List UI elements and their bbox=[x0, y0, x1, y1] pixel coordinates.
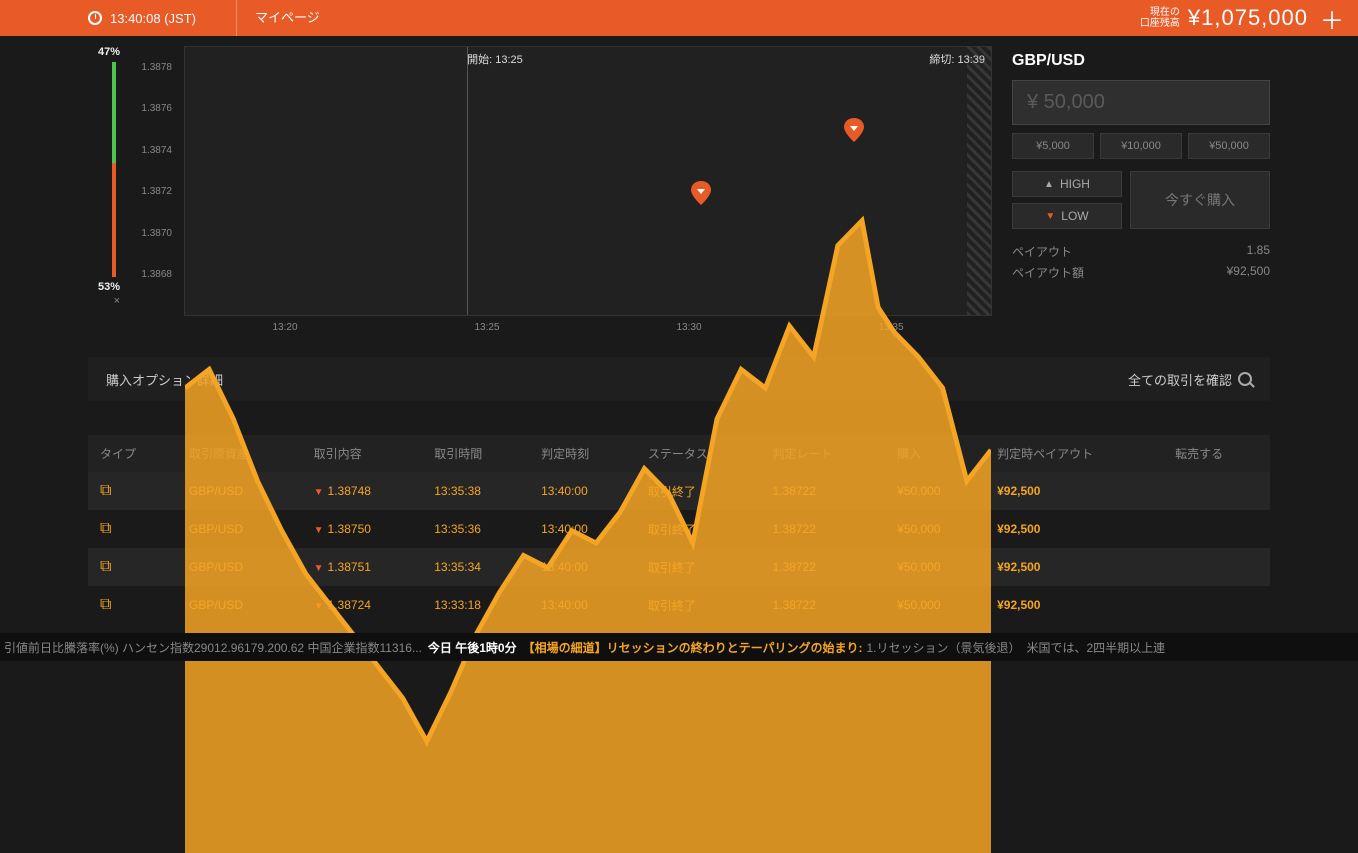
preset-button[interactable]: ¥5,000 bbox=[1012, 133, 1094, 159]
close-sentiment-icon[interactable]: × bbox=[88, 295, 120, 307]
confirm-all-link[interactable]: 全ての取引を確認 bbox=[1128, 370, 1252, 389]
y-tick: 1.3872 bbox=[141, 186, 172, 197]
y-tick: 1.3874 bbox=[141, 145, 172, 156]
trade-marker-icon bbox=[844, 118, 864, 142]
sentiment-bar: 47% 53% × bbox=[88, 46, 120, 307]
type-icon: ⧉ bbox=[88, 472, 177, 510]
type-icon: ⧉ bbox=[88, 510, 177, 548]
preset-button[interactable]: ¥10,000 bbox=[1100, 133, 1182, 159]
y-tick: 1.3876 bbox=[141, 103, 172, 114]
up-percent: 47% bbox=[88, 46, 120, 58]
type-icon: ⧉ bbox=[88, 548, 177, 586]
balance-area: 現在の口座残高 ¥1,075,000 ＋ bbox=[1126, 0, 1358, 36]
y-tick: 1.3870 bbox=[141, 228, 172, 239]
resell-cell bbox=[1163, 548, 1270, 586]
chart-column: 47% 53% × 1.3878 1.3876 1.3874 1.3872 1.3870… bbox=[88, 46, 992, 333]
clock-icon bbox=[88, 11, 102, 25]
preset-button[interactable]: ¥50,000 bbox=[1188, 133, 1270, 159]
ticker-rest: 1.リセッション（景気後退） 米国では、2四半期以上連 bbox=[867, 639, 1166, 656]
resell-cell bbox=[1163, 510, 1270, 548]
ticker-today: 今日 午後1時0分 bbox=[428, 639, 517, 656]
add-funds-icon[interactable]: ＋ bbox=[1320, 1, 1344, 36]
mypage-link[interactable]: マイページ bbox=[236, 0, 320, 36]
sentiment-gauge bbox=[112, 62, 116, 277]
trade-panel: GBP/USD ¥ 50,000 ¥5,000¥10,000¥50,000 ▲ H… bbox=[1012, 46, 1270, 333]
confirm-label: 全ての取引を確認 bbox=[1128, 370, 1232, 389]
price-chart[interactable]: 開始: 13:25 締切: 13:39 bbox=[184, 46, 992, 316]
y-tick: 1.3878 bbox=[141, 62, 172, 73]
area-chart-svg bbox=[185, 47, 991, 853]
high-label: HIGH bbox=[1060, 177, 1090, 191]
resell-cell bbox=[1163, 472, 1270, 510]
down-triangle-icon: ▼ bbox=[1045, 211, 1055, 222]
payout-cell: ¥92,500 bbox=[985, 548, 1163, 586]
down-percent: 53% bbox=[88, 281, 120, 293]
chart-box: 1.3878 1.3876 1.3874 1.3872 1.3870 1.3868 開始:… bbox=[132, 46, 992, 333]
high-button[interactable]: ▲ HIGH bbox=[1012, 171, 1122, 197]
ticker-pre: 引値前日比騰落率(%) ハンセン指数29012.96179.200.62 中国企… bbox=[4, 639, 422, 656]
y-tick: 1.3868 bbox=[141, 269, 172, 280]
type-icon: ⧉ bbox=[88, 586, 177, 624]
balance-value: ¥1,075,000 bbox=[1188, 5, 1308, 31]
top-bar: 13:40:08 (JST) マイページ 現在の口座残高 ¥1,075,000 … bbox=[0, 0, 1358, 36]
trade-marker-icon bbox=[691, 181, 711, 205]
col-header: タイプ bbox=[88, 435, 177, 472]
payout-amt-value: ¥92,500 bbox=[1227, 264, 1270, 281]
search-icon bbox=[1238, 372, 1252, 386]
col-header: 転売する bbox=[1163, 435, 1270, 472]
payout-value: 1.85 bbox=[1247, 243, 1270, 260]
ticker-headline: 【相場の細道】リセッションの終わりとテーパリングの始まり: bbox=[523, 639, 863, 656]
balance-label: 現在の口座残高 bbox=[1140, 7, 1180, 29]
y-axis-labels: 1.3878 1.3876 1.3874 1.3872 1.3870 1.3868 bbox=[126, 46, 172, 316]
time-text: 13:40:08 (JST) bbox=[110, 11, 196, 26]
payout-amt-label: ペイアウト額 bbox=[1012, 264, 1084, 281]
buy-now-button[interactable]: 今すぐ購入 bbox=[1130, 171, 1270, 229]
up-triangle-icon: ▲ bbox=[1044, 179, 1054, 190]
payout-cell: ¥92,500 bbox=[985, 586, 1163, 624]
payout-cell: ¥92,500 bbox=[985, 510, 1163, 548]
resell-cell bbox=[1163, 586, 1270, 624]
low-button[interactable]: ▼ LOW bbox=[1012, 203, 1122, 229]
low-label: LOW bbox=[1061, 209, 1088, 223]
payout-label: ペイアウト bbox=[1012, 243, 1072, 260]
amount-input[interactable]: ¥ 50,000 bbox=[1012, 80, 1270, 125]
clock: 13:40:08 (JST) bbox=[88, 11, 196, 26]
news-ticker: 引値前日比騰落率(%) ハンセン指数29012.96179.200.62 中国企… bbox=[0, 633, 1358, 661]
preset-row: ¥5,000¥10,000¥50,000 bbox=[1012, 133, 1270, 159]
pair-title: GBP/USD bbox=[1012, 52, 1270, 70]
col-header: 判定時ペイアウト bbox=[985, 435, 1163, 472]
payout-cell: ¥92,500 bbox=[985, 472, 1163, 510]
